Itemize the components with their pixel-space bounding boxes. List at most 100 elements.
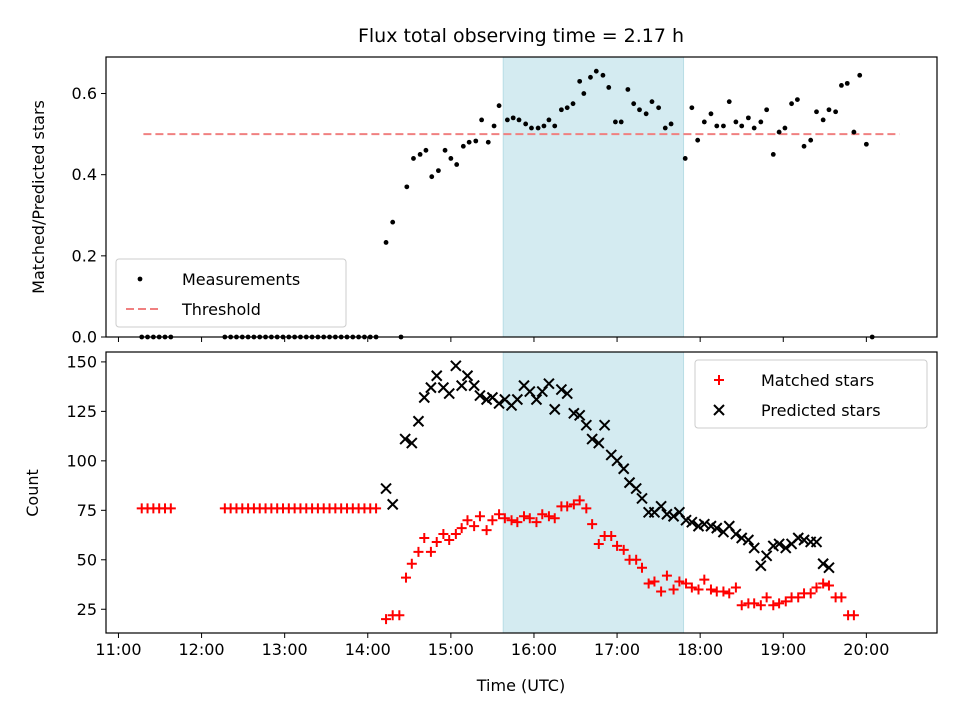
legend: Measurements Threshold (115, 258, 347, 328)
matched-marker (643, 578, 654, 589)
data-point (833, 109, 839, 115)
data-point (808, 137, 814, 143)
matched-marker (668, 584, 679, 595)
data-point (625, 87, 631, 92)
data-point (689, 105, 695, 111)
data-point (739, 123, 745, 129)
matched-marker (400, 572, 411, 583)
top-y-axis-label: Matched/Predicted stars (29, 100, 48, 294)
data-point (857, 72, 863, 78)
predicted-marker (593, 437, 605, 449)
data-point (510, 115, 516, 121)
matched-marker (499, 513, 510, 524)
x-tick-label: 18:00 (677, 640, 723, 659)
data-point (721, 123, 726, 129)
data-point (618, 119, 624, 125)
data-point (552, 123, 558, 129)
data-point (820, 117, 826, 123)
matched-marker (699, 574, 710, 585)
matched-marker (768, 600, 779, 611)
matched-marker (425, 546, 436, 557)
matched-marker (749, 598, 760, 609)
matched-marker (755, 600, 766, 611)
matched-marker (456, 523, 467, 534)
data-point (668, 121, 674, 127)
y-tick-label: 150 (66, 352, 97, 371)
legend-label: Threshold (181, 300, 261, 319)
x-tick-label: 16:00 (511, 640, 557, 659)
data-point (764, 107, 770, 113)
data-point (485, 139, 491, 145)
data-point (682, 156, 688, 161)
matched-marker (165, 503, 176, 514)
predicted-marker (661, 508, 673, 520)
data-point (442, 147, 448, 153)
data-point (839, 83, 844, 88)
matched-marker (381, 614, 392, 625)
matched-marker (724, 588, 735, 599)
matched-marker (674, 576, 685, 587)
predicted-marker (468, 379, 480, 392)
data-point (701, 119, 707, 125)
data-point (570, 101, 576, 107)
data-point (631, 101, 637, 107)
data-point (695, 137, 701, 143)
matched-marker (487, 515, 498, 526)
matched-marker (649, 576, 660, 587)
matched-marker (805, 588, 816, 599)
bottom-panel: 11:00 12:00 13:00 14:00 15:00 16:00 17:00 18:00… (66, 351, 938, 659)
data-point (789, 101, 794, 107)
matched-marker (450, 529, 461, 540)
predicted-marker (431, 370, 443, 382)
data-point (844, 80, 850, 86)
predicted-marker (698, 518, 711, 530)
matched-marker (836, 592, 847, 603)
matched-marker (636, 562, 647, 573)
matched-marker (413, 546, 424, 557)
data-point (801, 143, 807, 149)
series-measurements (139, 68, 875, 340)
predicted-marker (817, 558, 829, 570)
legend-label: Measurements (182, 270, 300, 289)
data-point (751, 125, 757, 131)
data-point (558, 107, 564, 113)
data-point (423, 147, 429, 153)
x-tick-label: 14:00 (345, 640, 391, 659)
data-point (637, 107, 642, 113)
predicted-marker (399, 433, 411, 445)
data-point (504, 117, 510, 123)
matched-marker (587, 519, 598, 530)
matched-marker (581, 503, 592, 514)
predicted-marker (810, 536, 823, 548)
predicted-marker (748, 542, 760, 554)
matched-marker (549, 513, 560, 524)
data-point (529, 125, 534, 131)
data-point (726, 99, 732, 105)
y-tick-label: 0.2 (72, 246, 97, 265)
x-tick-label: 20:00 (843, 640, 889, 659)
matched-marker (438, 529, 449, 540)
legend-box (115, 258, 347, 328)
data-point (656, 105, 662, 111)
data-point (436, 168, 441, 174)
matched-marker (823, 580, 834, 591)
data-point (863, 141, 869, 147)
matched-marker (718, 586, 729, 597)
matched-marker (394, 610, 405, 621)
predicted-marker (655, 500, 667, 513)
matched-marker (568, 499, 579, 510)
predicted-marker (773, 538, 785, 550)
predicted-marker (412, 415, 425, 427)
matched-marker (606, 531, 617, 542)
y-tick-label: 125 (66, 402, 97, 421)
shaded-spans (502, 56, 685, 634)
y-tick-label: 100 (66, 451, 97, 470)
data-point (473, 138, 479, 144)
matched-marker (481, 525, 492, 536)
matched-marker (736, 600, 747, 611)
matched-marker (444, 534, 455, 545)
matched-marker (531, 517, 542, 528)
data-point (588, 74, 593, 80)
legend-marker (713, 404, 725, 416)
